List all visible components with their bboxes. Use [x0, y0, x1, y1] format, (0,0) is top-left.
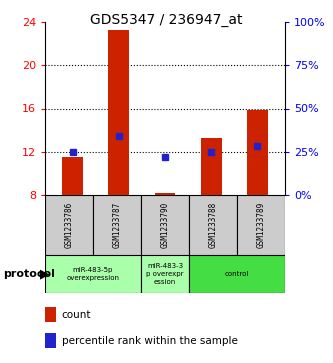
Bar: [62, 157, 83, 195]
Text: GDS5347 / 236947_at: GDS5347 / 236947_at: [90, 13, 243, 27]
FancyBboxPatch shape: [189, 195, 237, 255]
Text: GSM1233786: GSM1233786: [65, 202, 74, 248]
Text: GSM1233789: GSM1233789: [256, 202, 265, 248]
FancyBboxPatch shape: [237, 195, 285, 255]
Text: miR-483-3
p overexpr
ession: miR-483-3 p overexpr ession: [146, 264, 184, 285]
FancyBboxPatch shape: [45, 195, 93, 255]
Text: control: control: [225, 271, 249, 277]
Text: protocol: protocol: [3, 269, 55, 279]
Bar: [155, 193, 175, 195]
Bar: [201, 138, 221, 195]
Text: ▶: ▶: [40, 268, 50, 281]
Bar: [45, 307, 56, 322]
FancyBboxPatch shape: [45, 255, 141, 293]
Text: miR-483-5p
overexpression: miR-483-5p overexpression: [67, 267, 120, 281]
FancyBboxPatch shape: [141, 255, 189, 293]
Bar: [109, 29, 129, 195]
Text: GSM1233788: GSM1233788: [208, 202, 217, 248]
Bar: [247, 110, 268, 195]
Bar: [45, 333, 56, 348]
FancyBboxPatch shape: [93, 195, 141, 255]
FancyBboxPatch shape: [141, 195, 189, 255]
Text: percentile rank within the sample: percentile rank within the sample: [62, 336, 238, 346]
Text: GSM1233787: GSM1233787: [113, 202, 122, 248]
Text: GSM1233790: GSM1233790: [161, 202, 169, 248]
Text: count: count: [62, 310, 91, 319]
FancyBboxPatch shape: [189, 255, 285, 293]
